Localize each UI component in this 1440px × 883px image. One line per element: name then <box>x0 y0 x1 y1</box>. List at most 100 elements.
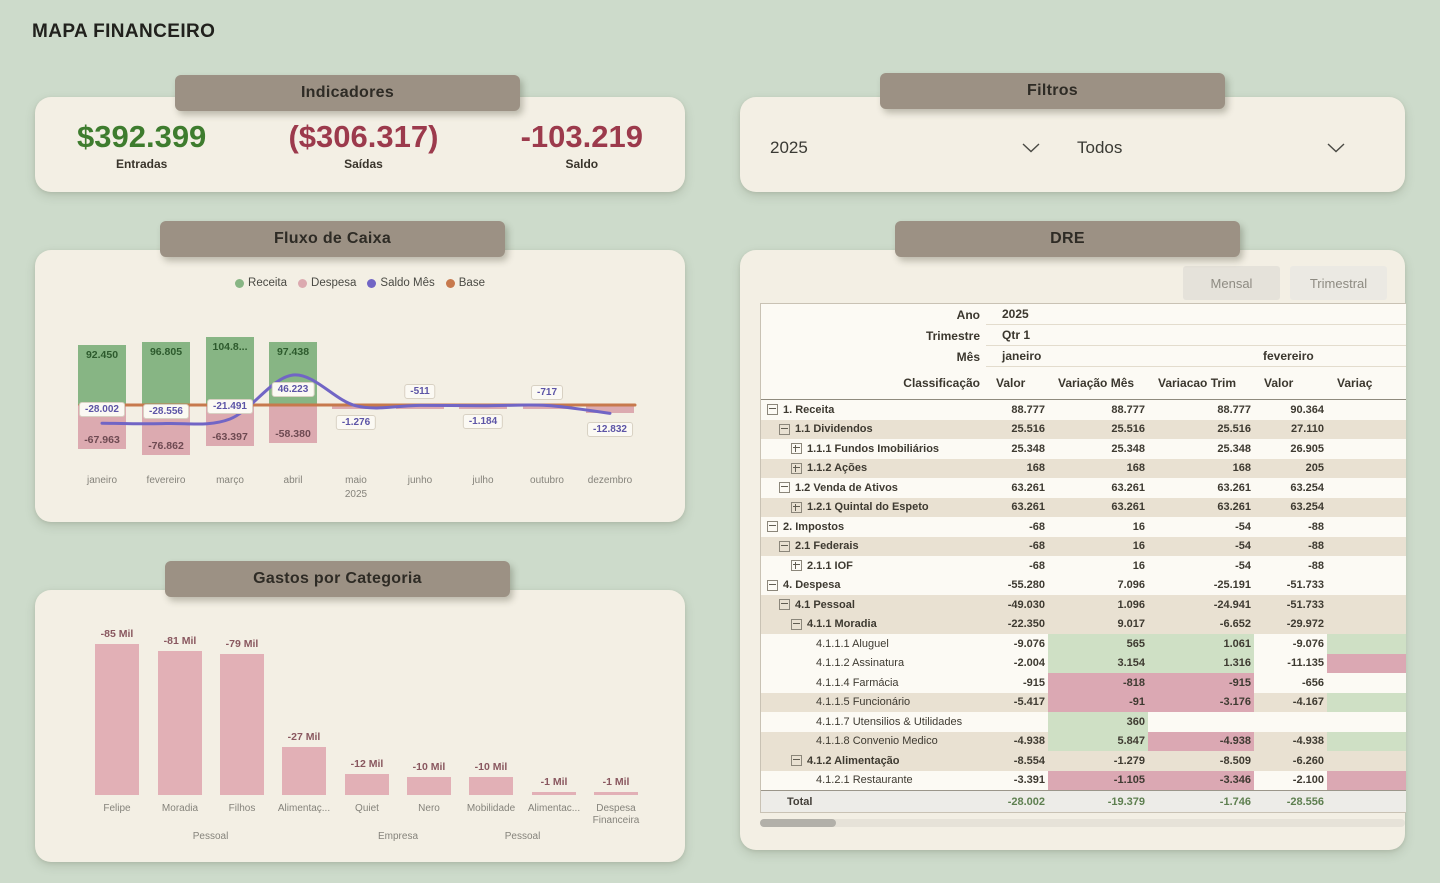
collapse-icon[interactable] <box>779 482 790 494</box>
categoria-bar[interactable] <box>407 777 451 795</box>
year-dropdown[interactable]: 2025 <box>770 133 1040 163</box>
kpi-value: $392.399 <box>77 119 207 154</box>
dre-row-name: 4.1.2.1 Restaurante <box>761 771 986 791</box>
mensal-button[interactable]: Mensal <box>1183 266 1280 300</box>
categoria-bar[interactable] <box>95 643 139 795</box>
despesa-bar[interactable] <box>396 405 444 409</box>
legend-item[interactable]: Despesa <box>298 277 356 289</box>
collapse-icon[interactable] <box>779 423 790 435</box>
legend-item[interactable]: Receita <box>235 277 287 289</box>
dre-cell: 90.364 <box>1290 403 1324 416</box>
legend-item[interactable]: Saldo Mês <box>367 277 435 289</box>
scrollbar-thumb[interactable] <box>760 819 836 827</box>
dre-row-name: 2.1.1 IOF <box>761 556 986 576</box>
expand-icon[interactable] <box>791 462 802 474</box>
dre-header-value: Qtr 1 <box>986 325 1406 346</box>
dre-cell: 7.096 <box>1117 579 1145 592</box>
x-axis-label: Despesa Financeira <box>592 803 640 826</box>
dre-row-label: 4.1.1.4 Farmácia <box>816 676 899 689</box>
dre-cell: -68 <box>1029 520 1045 533</box>
dre-header-row: Mês janeiro fevereiro <box>761 346 1406 367</box>
dre-cell <box>1327 634 1406 654</box>
expand-icon[interactable] <box>791 560 802 572</box>
categoria-bar[interactable] <box>532 792 576 795</box>
legend-item[interactable]: Base <box>445 277 485 289</box>
gastos-chart: -85 Mil Felipe -81 Mil Moradia -79 Mil Filhos… <box>35 590 685 862</box>
despesa-bar[interactable] <box>586 405 634 414</box>
expand-icon[interactable] <box>791 501 802 513</box>
x-axis-label: fevereiro <box>146 475 186 486</box>
categoria-bar[interactable] <box>469 777 513 795</box>
dre-column-headers: Classificação Valor Variação Mês Variacao T… <box>761 367 1406 400</box>
categoria-bar[interactable] <box>220 654 264 795</box>
dre-total-cell <box>1327 791 1406 812</box>
dre-column-header: Classificação <box>903 376 980 390</box>
dre-cell: 63.261 <box>1111 501 1145 514</box>
legend-label: Saldo Mês <box>380 277 435 289</box>
dre-header-value: janeiro <box>986 346 1254 367</box>
trimestral-button[interactable]: Trimestral <box>1290 266 1387 300</box>
legend-dot-icon <box>367 278 377 288</box>
dre-row: 1.1.1 Fundos Imobiliários 25.348 25.348 25.… <box>761 439 1406 459</box>
categoria-bar-label: -10 Mil <box>412 761 446 774</box>
categoria-bar[interactable] <box>594 792 638 795</box>
dre-row: 4.1.1.5 Funcionário -5.417 -91 -3.176 -4.167 <box>761 692 1406 712</box>
dre-cell: -4.167 <box>1292 696 1324 709</box>
categoria-bar-label: -1 Mil <box>540 776 568 788</box>
collapse-icon[interactable] <box>791 755 802 767</box>
saldo-data-label: -717 <box>530 385 564 400</box>
legend-label: Receita <box>248 277 288 289</box>
dre-row-label: 4.1.2.1 Restaurante <box>816 774 913 787</box>
collapse-icon[interactable] <box>779 599 790 611</box>
dre-cell: 1.096 <box>1117 598 1145 611</box>
dre-cell: -3.346 <box>1148 770 1254 790</box>
collapse-icon[interactable] <box>791 618 802 630</box>
dre-header-label: Trimestre <box>925 328 980 343</box>
dre-cell: -51.733 <box>1286 598 1324 611</box>
categoria-bar[interactable] <box>158 650 202 795</box>
dre-row-name: 1.1.1 Fundos Imobiliários <box>761 439 986 459</box>
despesa-bar-label: -58.380 <box>275 427 311 440</box>
dre-cell: -4.938 <box>1292 735 1324 748</box>
x-axis-label: julho <box>472 475 494 486</box>
dre-cell: -11.135 <box>1287 657 1324 670</box>
dre-row: 1. Receita 88.777 88.777 88.777 90.364 <box>761 400 1406 420</box>
collapse-icon[interactable] <box>767 579 778 591</box>
x-axis-label: Mobilidade <box>466 803 516 814</box>
dre-row: 4.1 Pessoal -49.030 1.096 -24.941 -51.733 <box>761 595 1406 615</box>
x-axis-label: Alimentac... <box>527 803 581 814</box>
fluxo-de-caixa-panel: Fluxo de Caixa Receita Despesa Saldo Mês Ba… <box>35 221 685 522</box>
dre-cell: -55.280 <box>1007 579 1045 592</box>
dre-cell <box>1327 712 1406 732</box>
dre-cell: 88.777 <box>1217 403 1251 416</box>
kpi-saidas: ($306.317) Saídas <box>288 120 438 172</box>
dre-total-label: Total <box>787 795 813 808</box>
dre-cell: 25.348 <box>1011 442 1045 455</box>
x-axis-group-label: Pessoal <box>504 831 541 842</box>
classification-dropdown[interactable]: Todos <box>1077 133 1345 163</box>
dre-row-name: 4.1 Pessoal <box>761 595 986 615</box>
dre-cell <box>1327 517 1406 537</box>
despesa-bar[interactable] <box>523 405 571 409</box>
categoria-bar[interactable] <box>282 746 326 795</box>
dre-row: 4.1.2.1 Restaurante -3.391 -1.105 -3.346 -2.… <box>761 770 1406 791</box>
categoria-bar[interactable] <box>345 773 389 795</box>
dre-row-name: 4.1.1.8 Convenio Medico <box>761 732 986 752</box>
receita-bar-label: 96.805 <box>149 346 183 359</box>
dre-row-label: 2. Impostos <box>783 520 845 533</box>
collapse-icon[interactable] <box>779 540 790 552</box>
expand-icon[interactable] <box>791 443 802 455</box>
legend-dot-icon <box>445 278 455 288</box>
dre-cell: 25.516 <box>1217 423 1251 436</box>
horizontal-scrollbar[interactable] <box>760 819 1405 827</box>
classification-dropdown-value: Todos <box>1077 138 1123 157</box>
chevron-down-icon <box>1022 143 1040 153</box>
dre-row-label: 1.1.1 Fundos Imobiliários <box>807 442 940 455</box>
collapse-icon[interactable] <box>767 404 778 416</box>
despesa-bar[interactable] <box>459 405 507 409</box>
dre-row-name: 1.2 Venda de Ativos <box>761 478 986 498</box>
collapse-icon[interactable] <box>767 521 778 533</box>
dre-cell: -68 <box>1029 559 1045 572</box>
despesa-bar[interactable] <box>332 405 380 409</box>
dre-matrix: Ano 2025 Trimestre Qtr 1 Mês janeiro fevereiro… <box>760 303 1406 813</box>
